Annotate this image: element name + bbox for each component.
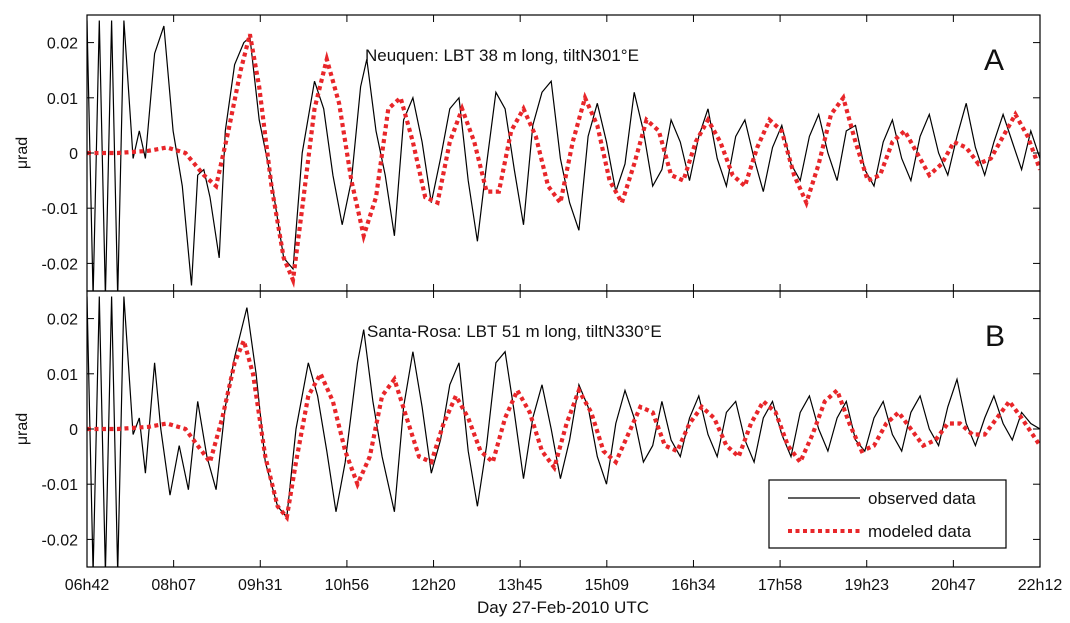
panel-a-annotation: Neuquen: LBT 38 m long, tiltN301°E [365,46,639,65]
xtick-label: 17h58 [758,577,803,594]
panel-a-ytick-label: 0.01 [47,91,78,108]
xtick-label: 20h47 [931,577,976,594]
xtick-label: 09h31 [238,577,283,594]
panel-b-letter: B [985,320,1005,353]
legend: observed data modeled data [768,479,1007,549]
panel-b-ytick-label: -0.01 [42,477,79,494]
panel-b-ytick-label: 0 [69,422,78,439]
xtick-label: 22h12 [1018,577,1063,594]
panel-b-annotation: Santa-Rosa: LBT 51 m long, tiltN330°E [367,322,662,341]
xtick-label: 13h45 [498,577,543,594]
xtick-label: 12h20 [411,577,456,594]
legend-box [768,479,1007,549]
panel-b-ytick-label: 0.02 [47,312,78,329]
x-axis-label: Day 27-Feb-2010 UTC [477,598,649,617]
panel-a-ytick-label: 0 [69,146,78,163]
xtick-label: 16h34 [671,577,716,594]
panel-a-ytick-label: -0.01 [42,201,79,218]
xtick-label: 10h56 [325,577,370,594]
panel-a-series-observed [87,20,1040,291]
xtick-label: 15h09 [585,577,630,594]
panel-a-ylabel: μrad [14,137,31,169]
legend-modeled-label: modeled data [868,522,972,541]
legend-observed-label: observed data [868,489,976,508]
panel-a-series-modeled [87,33,1040,289]
panel-a-ytick-label: -0.02 [42,256,79,273]
panel-b-ylabel: μrad [14,413,31,445]
xtick-label: 08h07 [151,577,196,594]
panel-b-ytick-label: 0.01 [47,367,78,384]
panel-b-series-modeled [87,334,1040,523]
panel-a-ytick-label: 0.02 [47,36,78,53]
xtick-label: 19h23 [844,577,889,594]
panel-a-letter: A [984,44,1004,77]
xtick-label: 06h42 [65,577,110,594]
panel-b-ytick-label: -0.02 [42,532,79,549]
panel-b-series-observed [87,296,1040,567]
